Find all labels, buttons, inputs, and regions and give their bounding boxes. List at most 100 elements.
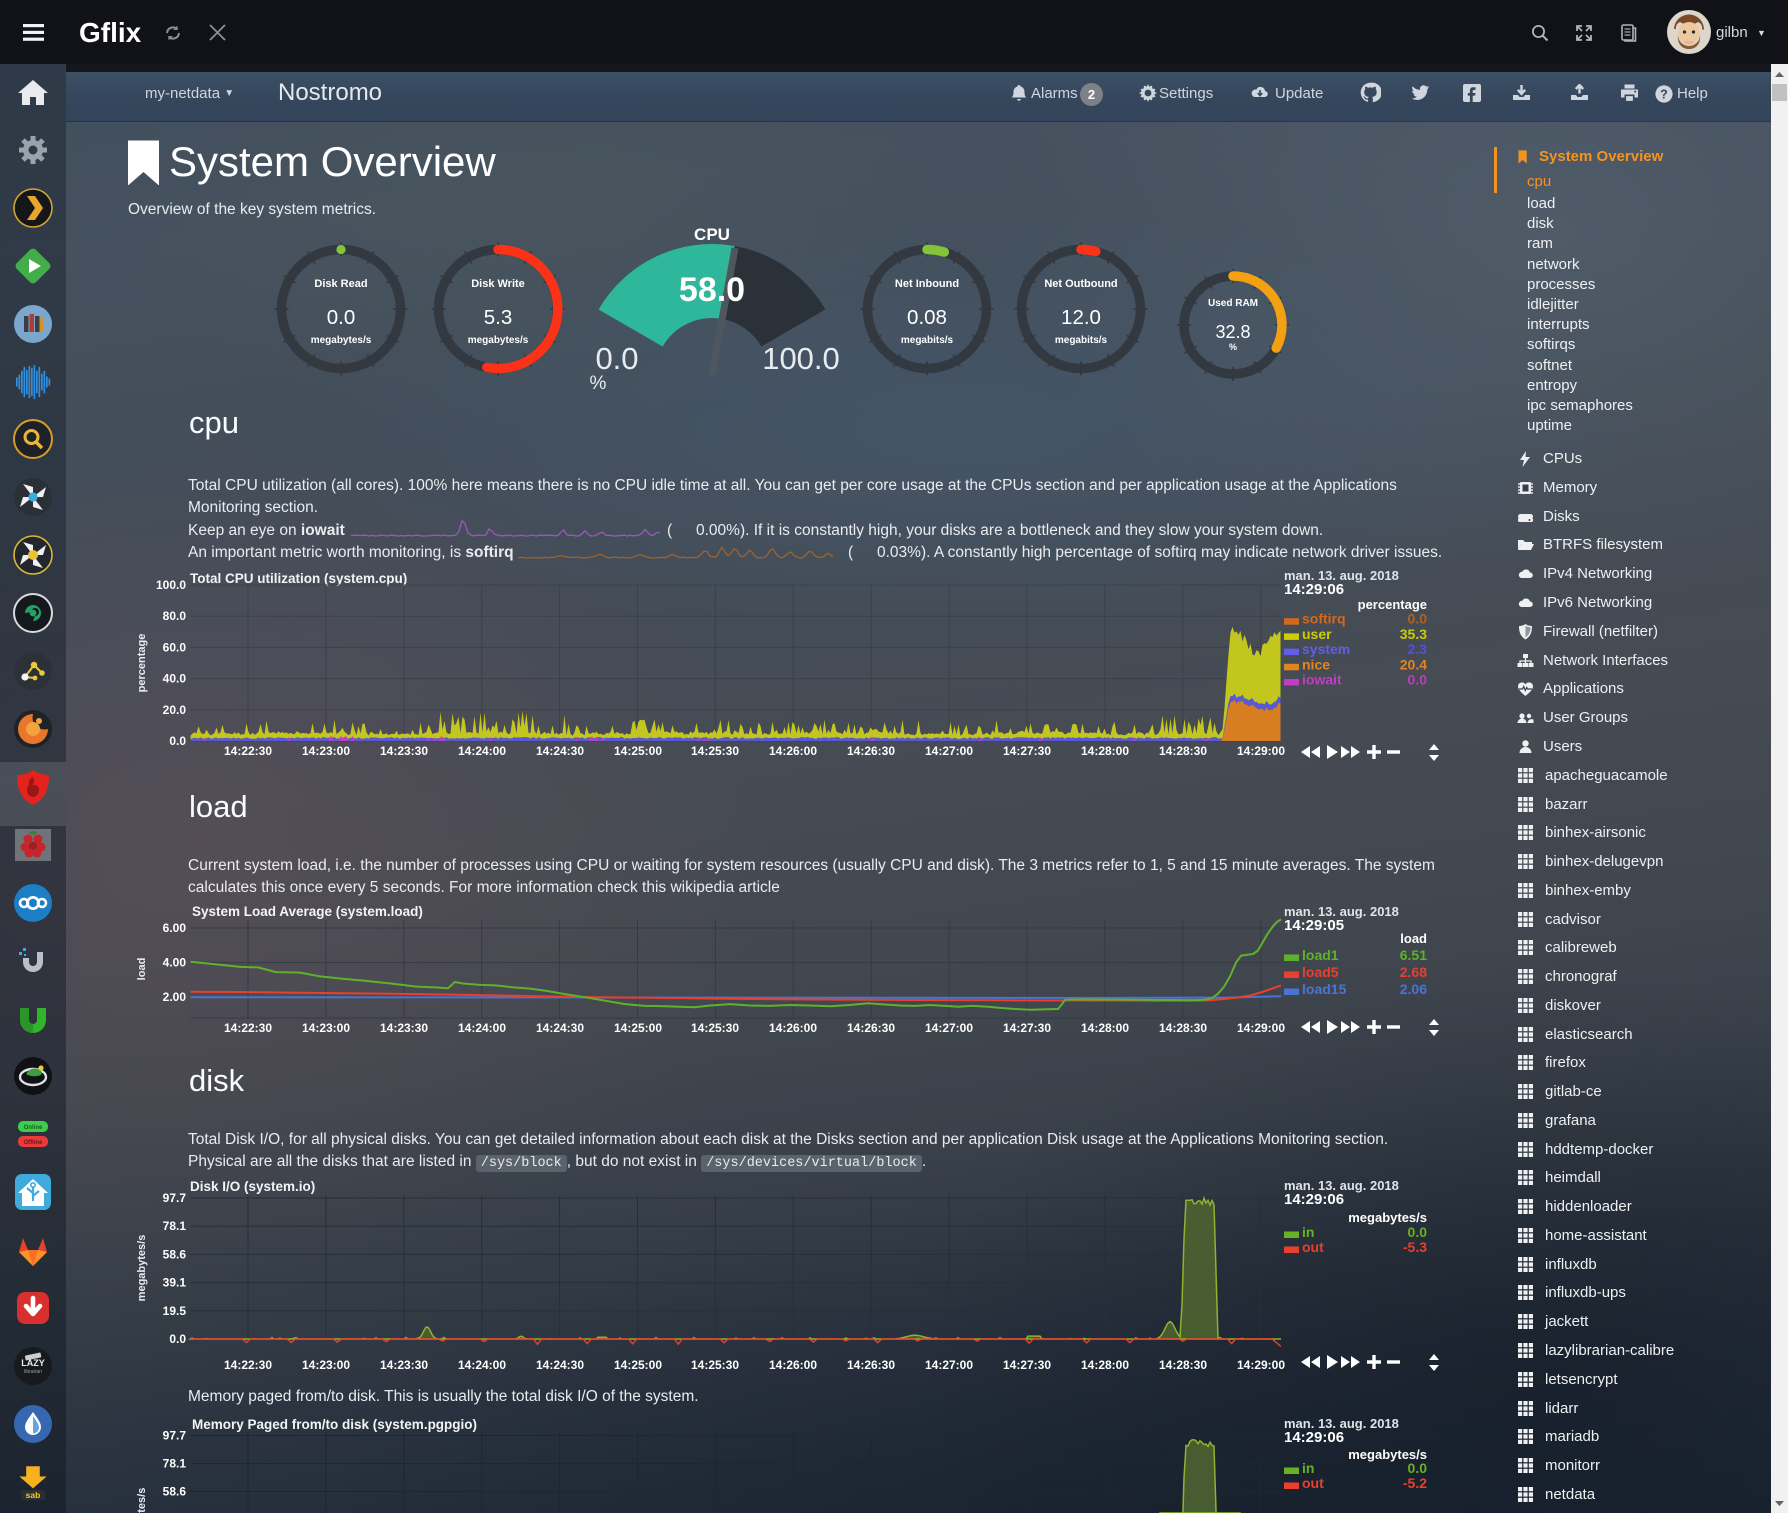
- svg-text:35.3: 35.3: [1400, 626, 1427, 642]
- svg-text:32.8: 32.8: [1215, 322, 1250, 342]
- svg-text:14:23:00: 14:23:00: [302, 1358, 350, 1372]
- svg-text:14:27:00: 14:27:00: [925, 744, 973, 758]
- svg-text:nice: nice: [1302, 656, 1330, 672]
- svg-text:14:25:00: 14:25:00: [614, 1358, 662, 1372]
- svg-text:%: %: [1229, 342, 1237, 352]
- svg-text:97.7: 97.7: [163, 1191, 187, 1205]
- svg-text:iowait: iowait: [1302, 672, 1342, 688]
- svg-text:0.0: 0.0: [1408, 1224, 1428, 1240]
- svg-text:Disk Write: Disk Write: [471, 278, 525, 290]
- svg-text:Disk I/O (system.io): Disk I/O (system.io): [190, 1179, 315, 1194]
- svg-text:CPU: CPU: [694, 225, 730, 244]
- svg-text:6.51: 6.51: [1400, 947, 1427, 963]
- svg-text:system: system: [1302, 641, 1350, 657]
- svg-text:14:28:30: 14:28:30: [1159, 744, 1207, 758]
- svg-text:load: load: [136, 958, 148, 981]
- svg-text:80.0: 80.0: [163, 609, 187, 623]
- svg-text:-5.3: -5.3: [1403, 1239, 1427, 1255]
- svg-text:14:23:00: 14:23:00: [302, 1021, 350, 1035]
- svg-text:out: out: [1302, 1239, 1324, 1255]
- svg-text:14:29:00: 14:29:00: [1237, 744, 1285, 758]
- svg-text:6.00: 6.00: [163, 921, 187, 935]
- svg-text:14:24:30: 14:24:30: [536, 744, 584, 758]
- svg-text:man. 13. aug. 2018: man. 13. aug. 2018: [1284, 904, 1399, 919]
- svg-text:%: %: [590, 373, 607, 394]
- svg-text:14:29:05: 14:29:05: [1284, 917, 1344, 934]
- svg-text:in: in: [1302, 1224, 1314, 1240]
- svg-text:60.0: 60.0: [163, 640, 187, 654]
- svg-text:14:26:30: 14:26:30: [847, 1358, 895, 1372]
- svg-text:14:25:30: 14:25:30: [691, 1021, 739, 1035]
- svg-text:20.4: 20.4: [1400, 656, 1427, 672]
- svg-text:-5.2: -5.2: [1403, 1475, 1427, 1491]
- svg-text:megabytes/s: megabytes/s: [136, 1235, 148, 1302]
- svg-text:0.0: 0.0: [1408, 611, 1428, 627]
- svg-text:0.08: 0.08: [907, 306, 947, 329]
- svg-text:14:28:00: 14:28:00: [1081, 1358, 1129, 1372]
- svg-text:Memory Paged from/to disk (sys: Memory Paged from/to disk (system.pgpgio…: [192, 1417, 477, 1432]
- svg-text:100.0: 100.0: [156, 578, 186, 592]
- svg-text:14:29:06: 14:29:06: [1284, 1191, 1344, 1208]
- svg-text:14:27:30: 14:27:30: [1003, 744, 1051, 758]
- svg-text:2.3: 2.3: [1408, 641, 1428, 657]
- svg-text:14:29:00: 14:29:00: [1237, 1358, 1285, 1372]
- svg-text:0.0: 0.0: [1408, 1460, 1428, 1476]
- svg-text:2.68: 2.68: [1400, 964, 1427, 980]
- svg-text:14:28:00: 14:28:00: [1081, 744, 1129, 758]
- svg-text:load5: load5: [1302, 964, 1339, 980]
- svg-text:megabytes/s: megabytes/s: [468, 335, 529, 346]
- svg-text:out: out: [1302, 1475, 1324, 1491]
- svg-text:Used RAM: Used RAM: [1208, 298, 1258, 309]
- svg-text:man. 13. aug. 2018: man. 13. aug. 2018: [1284, 568, 1399, 583]
- svg-text:14:26:00: 14:26:00: [769, 1358, 817, 1372]
- svg-text:0.0: 0.0: [595, 341, 638, 376]
- svg-text:megabytes/s: megabytes/s: [1348, 1210, 1427, 1225]
- svg-text:Online: Online: [24, 1125, 43, 1131]
- svg-text:Total CPU utilization (system.: Total CPU utilization (system.cpu): [190, 571, 407, 586]
- svg-text:14:27:00: 14:27:00: [925, 1021, 973, 1035]
- svg-text:sab: sab: [26, 1490, 41, 1500]
- svg-text:0.0: 0.0: [169, 1332, 186, 1346]
- svg-text:100.0: 100.0: [762, 341, 840, 376]
- svg-text:14:22:30: 14:22:30: [224, 1021, 272, 1035]
- svg-text:14:26:30: 14:26:30: [847, 1021, 895, 1035]
- svg-text:14:27:30: 14:27:30: [1003, 1358, 1051, 1372]
- svg-text:14:24:30: 14:24:30: [536, 1358, 584, 1372]
- svg-text:14:23:30: 14:23:30: [380, 744, 428, 758]
- svg-text:14:23:00: 14:23:00: [302, 744, 350, 758]
- svg-text:man. 13. aug. 2018: man. 13. aug. 2018: [1284, 1416, 1399, 1431]
- svg-text:megabits/s: megabits/s: [901, 335, 954, 346]
- svg-text:in: in: [1302, 1460, 1314, 1476]
- svg-text:megabytes/s: megabytes/s: [1348, 1447, 1427, 1462]
- svg-text:System Load Average (system.lo: System Load Average (system.load): [192, 904, 423, 919]
- svg-text:19.5: 19.5: [163, 1304, 187, 1318]
- svg-text:97.7: 97.7: [163, 1429, 187, 1443]
- svg-text:14:27:30: 14:27:30: [1003, 1021, 1051, 1035]
- svg-text:Offline: Offline: [24, 1140, 44, 1146]
- svg-text:14:22:30: 14:22:30: [224, 1358, 272, 1372]
- svg-text:14:24:00: 14:24:00: [458, 1358, 506, 1372]
- svg-text:14:26:00: 14:26:00: [769, 744, 817, 758]
- svg-text:14:24:00: 14:24:00: [458, 744, 506, 758]
- svg-text:20.0: 20.0: [163, 703, 187, 717]
- svg-text:14:27:00: 14:27:00: [925, 1358, 973, 1372]
- svg-text:4.00: 4.00: [163, 956, 187, 970]
- svg-text:LAZY: LAZY: [21, 1358, 45, 1368]
- svg-text:man. 13. aug. 2018: man. 13. aug. 2018: [1284, 1178, 1399, 1193]
- svg-text:load1: load1: [1302, 947, 1339, 963]
- svg-text:load15: load15: [1302, 981, 1347, 997]
- svg-text:0.0: 0.0: [1408, 672, 1428, 688]
- svg-text:14:25:00: 14:25:00: [614, 1021, 662, 1035]
- svg-text:2.06: 2.06: [1400, 981, 1427, 997]
- svg-text:14:25:30: 14:25:30: [691, 744, 739, 758]
- svg-text:Disk Read: Disk Read: [314, 278, 367, 290]
- svg-text:megabytes/s: megabytes/s: [136, 1488, 148, 1513]
- svg-text:14:29:00: 14:29:00: [1237, 1021, 1285, 1035]
- svg-text:14:28:30: 14:28:30: [1159, 1021, 1207, 1035]
- svg-text:?: ?: [1660, 87, 1668, 101]
- svg-text:2.00: 2.00: [163, 990, 187, 1004]
- svg-text:percentage: percentage: [136, 634, 148, 693]
- svg-text:user: user: [1302, 626, 1332, 642]
- svg-text:14:25:30: 14:25:30: [691, 1358, 739, 1372]
- svg-text:14:26:00: 14:26:00: [769, 1021, 817, 1035]
